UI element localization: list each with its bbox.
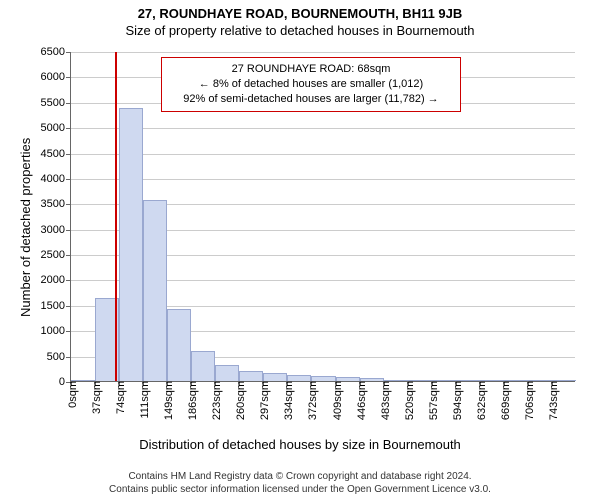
x-axis-label: Distribution of detached houses by size … xyxy=(0,437,600,452)
ytick-label: 4000 xyxy=(41,173,71,185)
ytick-label: 3000 xyxy=(41,224,71,236)
callout-line: 92% of semi-detached houses are larger (… xyxy=(170,92,452,107)
callout-line: ← 8% of detached houses are smaller (1,0… xyxy=(170,77,452,92)
grid-line xyxy=(71,52,575,53)
xtick-label: 372sqm xyxy=(303,381,319,420)
ytick-label: 1000 xyxy=(41,325,71,337)
ytick-label: 2500 xyxy=(41,249,71,261)
xtick-label: 0sqm xyxy=(63,381,79,408)
ytick-label: 5500 xyxy=(41,97,71,109)
histogram-bar xyxy=(167,309,191,381)
xtick-label: 409sqm xyxy=(328,381,344,420)
xtick-label: 37sqm xyxy=(87,381,103,414)
histogram-bar xyxy=(263,373,287,381)
chart-title-line2: Size of property relative to detached ho… xyxy=(0,21,600,38)
xtick-label: 111sqm xyxy=(135,381,151,419)
footer-attribution: Contains HM Land Registry data © Crown c… xyxy=(0,470,600,496)
histogram-bar xyxy=(143,200,167,381)
xtick-label: 706sqm xyxy=(520,381,536,420)
xtick-label: 260sqm xyxy=(231,381,247,420)
xtick-label: 632sqm xyxy=(472,381,488,420)
ytick-label: 1500 xyxy=(41,300,71,312)
footer-line1: Contains HM Land Registry data © Crown c… xyxy=(0,470,600,483)
callout-box: 27 ROUNDHAYE ROAD: 68sqm← 8% of detached… xyxy=(161,57,461,112)
plot-area: 0500100015002000250030003500400045005000… xyxy=(70,52,575,382)
histogram-bar xyxy=(215,365,239,381)
xtick-label: 223sqm xyxy=(207,381,223,420)
xtick-label: 186sqm xyxy=(183,381,199,420)
xtick-label: 74sqm xyxy=(111,381,127,414)
histogram-bar xyxy=(239,371,263,381)
grid-line xyxy=(71,179,575,180)
xtick-label: 446sqm xyxy=(352,381,368,420)
histogram-bar xyxy=(191,351,215,381)
histogram-bar xyxy=(119,108,143,381)
callout-line: 27 ROUNDHAYE ROAD: 68sqm xyxy=(170,62,452,77)
xtick-label: 334sqm xyxy=(279,381,295,420)
grid-line xyxy=(71,128,575,129)
ytick-label: 6000 xyxy=(41,71,71,83)
footer-line2: Contains public sector information licen… xyxy=(0,483,600,496)
xtick-label: 149sqm xyxy=(159,381,175,420)
xtick-label: 669sqm xyxy=(496,381,512,420)
chart-title-line1: 27, ROUNDHAYE ROAD, BOURNEMOUTH, BH11 9J… xyxy=(0,0,600,21)
xtick-label: 743sqm xyxy=(544,381,560,420)
ytick-label: 2000 xyxy=(41,274,71,286)
xtick-label: 557sqm xyxy=(424,381,440,420)
y-axis-label: Number of detached properties xyxy=(18,138,33,317)
xtick-label: 520sqm xyxy=(400,381,416,420)
ytick-label: 5000 xyxy=(41,122,71,134)
xtick-label: 483sqm xyxy=(376,381,392,420)
ytick-label: 4500 xyxy=(41,148,71,160)
grid-line xyxy=(71,154,575,155)
ytick-label: 6500 xyxy=(41,46,71,58)
property-marker-line xyxy=(115,52,117,381)
xtick-label: 297sqm xyxy=(255,381,271,420)
ytick-label: 500 xyxy=(47,351,71,363)
xtick-label: 594sqm xyxy=(448,381,464,420)
ytick-label: 3500 xyxy=(41,198,71,210)
